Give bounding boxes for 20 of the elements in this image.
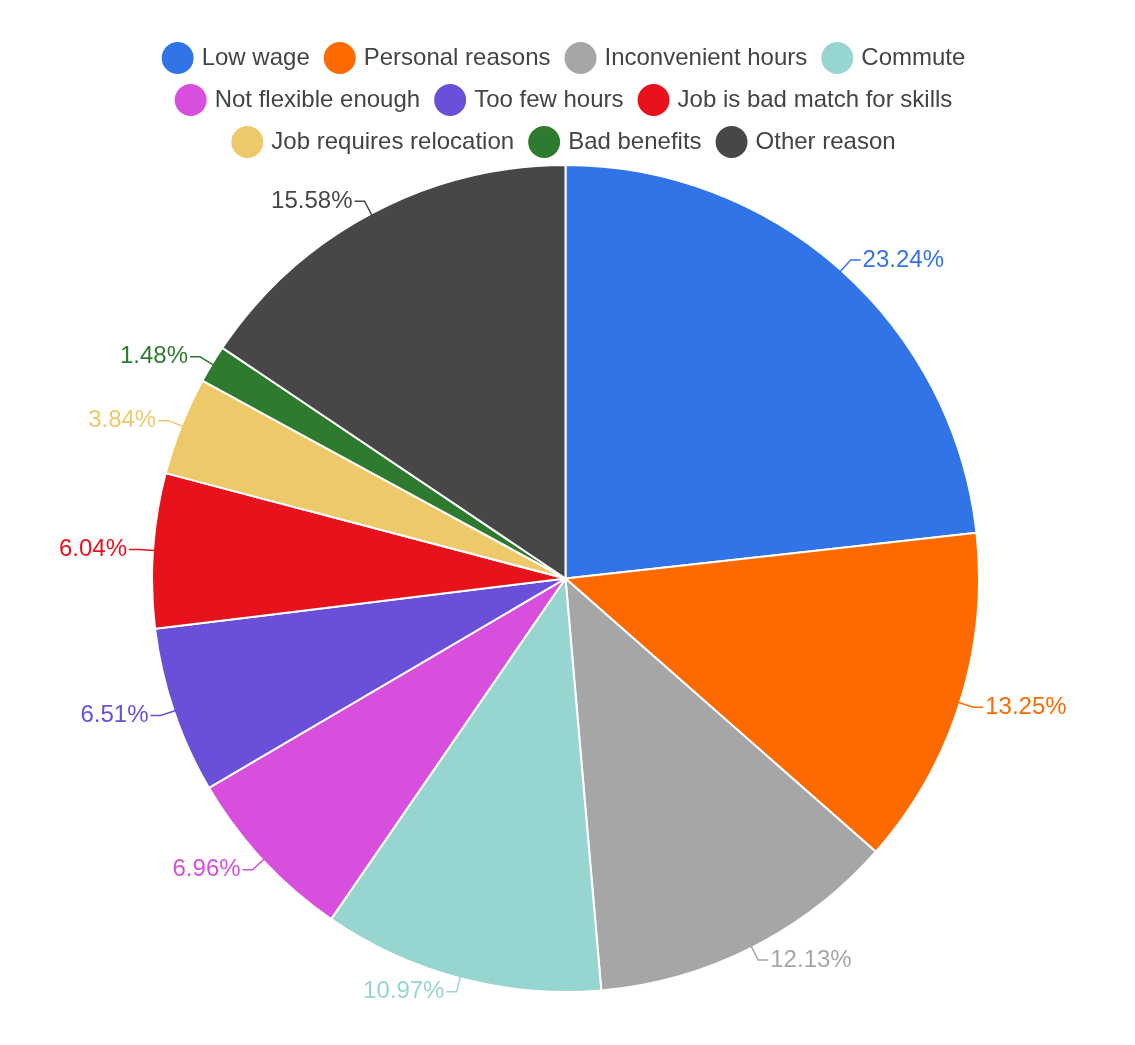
legend-label: Job requires relocation — [271, 126, 515, 154]
data-label: 6.04% — [58, 534, 127, 562]
data-label: 12.13% — [770, 944, 852, 972]
data-label: 13.25% — [985, 691, 1067, 719]
legend-label: Too few hours — [474, 84, 624, 112]
legend-label: Personal reasons — [363, 42, 551, 70]
data-label: 6.96% — [172, 854, 241, 882]
legend-label: Not flexible enough — [214, 84, 421, 112]
data-label: 15.58% — [271, 185, 353, 213]
legend-label: Inconvenient hours — [604, 42, 808, 70]
legend-label: Low wage — [201, 42, 310, 70]
data-label: 3.84% — [88, 405, 157, 433]
data-label: 10.97% — [363, 976, 445, 1004]
legend-label: Bad benefits — [568, 126, 702, 154]
data-label: 23.24% — [862, 244, 945, 272]
legend-label: Job is bad match for skills — [677, 84, 953, 112]
legend-label: Commute — [861, 42, 966, 70]
legend-label: Other reason — [755, 126, 896, 154]
data-label: 1.48% — [119, 341, 189, 369]
data-label: 6.51% — [80, 700, 149, 728]
